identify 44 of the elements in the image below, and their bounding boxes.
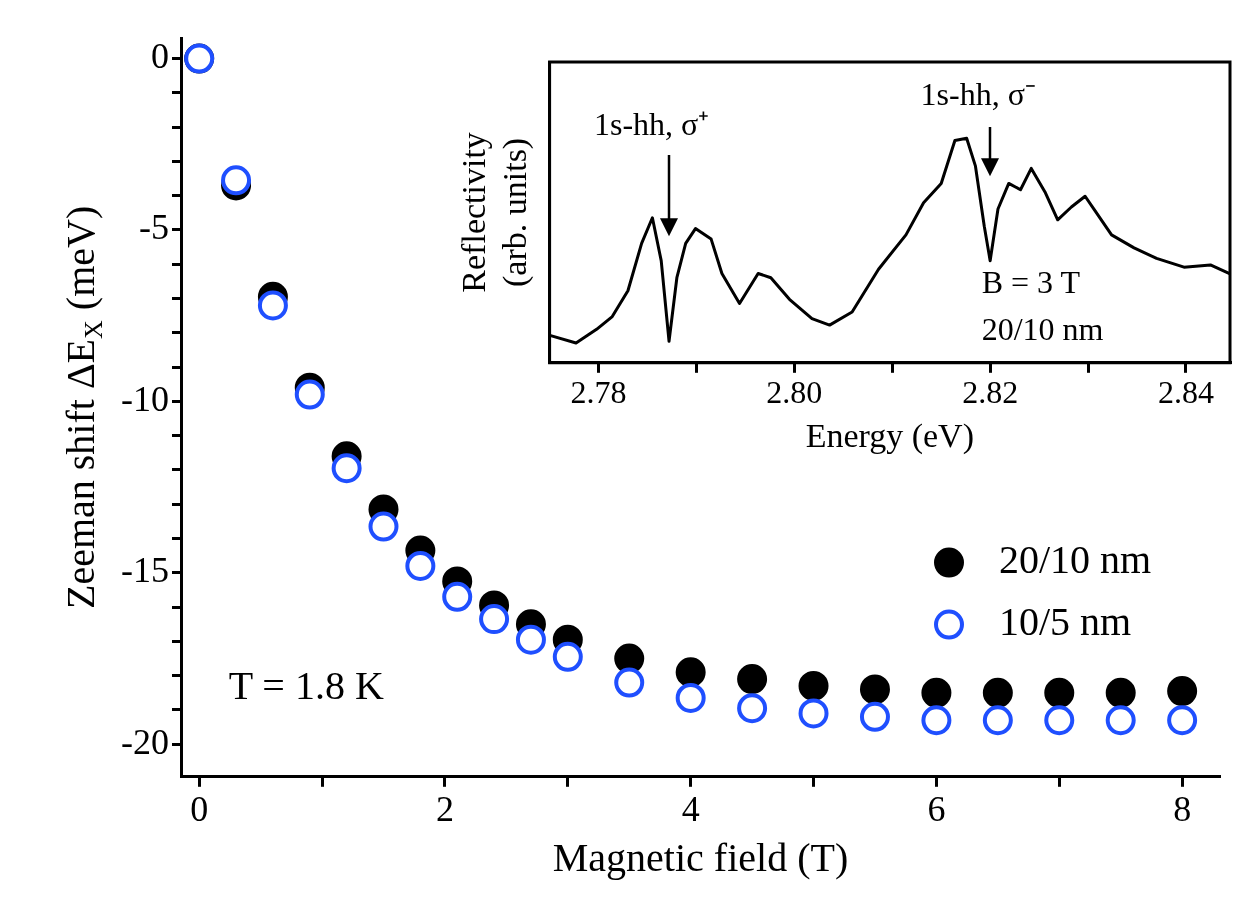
y-tick-label: 0 <box>150 36 169 77</box>
annotation: T = 1.8 K <box>228 662 384 708</box>
x-axis-title: Energy (eV) <box>805 416 974 455</box>
annotation: B = 3 T <box>981 264 1081 300</box>
point <box>405 550 436 581</box>
point <box>294 379 325 410</box>
x-tick-label: 8 <box>1173 788 1192 829</box>
point <box>1167 676 1198 707</box>
annotation: 20/10 nm <box>981 310 1104 347</box>
x-tick-label: 2.84 <box>1157 374 1214 411</box>
x-tick-label: 2.78 <box>570 374 627 411</box>
legend-label: 20/10 nm <box>999 537 1152 583</box>
point <box>442 581 473 612</box>
point <box>1044 677 1075 708</box>
point <box>479 604 510 635</box>
y-tick-label: -20 <box>120 721 169 762</box>
y-axis-title: Reflectivity (arb. units) <box>455 132 535 293</box>
point <box>614 667 645 698</box>
point <box>1105 677 1136 708</box>
annotation: 1s-hh, σ⁻ <box>920 76 1036 112</box>
y-tick-label: -10 <box>120 378 169 419</box>
point <box>798 670 829 701</box>
x-tick-label: 6 <box>927 788 946 829</box>
point <box>982 677 1013 708</box>
point <box>921 677 952 708</box>
x-tick-label: 2.80 <box>766 374 823 411</box>
x-tick-label: 2.82 <box>962 374 1019 411</box>
x-tick-label: 2 <box>435 788 454 829</box>
point <box>331 453 362 484</box>
point <box>552 641 583 672</box>
y-axis-title: Zeeman shift ΔEX (meV) <box>57 205 108 610</box>
y-tick-label: -15 <box>120 550 169 591</box>
point <box>859 674 890 705</box>
x-tick-label: 0 <box>190 788 209 829</box>
y-tick-label: -5 <box>138 207 169 248</box>
point <box>737 664 768 695</box>
point <box>675 657 706 688</box>
x-axis-title: Magnetic field (T) <box>552 834 849 880</box>
point <box>515 624 546 655</box>
annotation: 1s-hh, σ⁺ <box>593 106 710 143</box>
point <box>257 290 288 321</box>
legend-label: 10/5 nm <box>999 599 1132 645</box>
x-tick-label: 4 <box>681 788 700 829</box>
point <box>368 511 399 542</box>
